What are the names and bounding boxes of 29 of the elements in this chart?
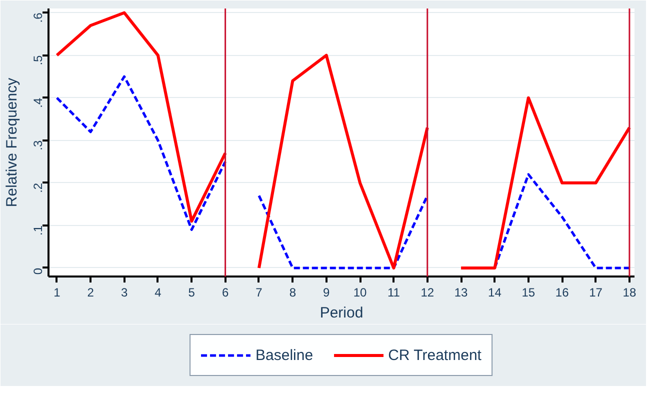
x-tick-label: 8 bbox=[289, 286, 296, 300]
x-tick-label: 7 bbox=[256, 286, 263, 300]
x-tick-label: 6 bbox=[222, 286, 229, 300]
x-tick-label: 14 bbox=[488, 286, 502, 300]
x-tick-label: 2 bbox=[87, 286, 94, 300]
y-axis-title: Relative Frequency bbox=[4, 77, 20, 208]
x-tick-label: 18 bbox=[622, 286, 636, 300]
x-tick-label: 4 bbox=[154, 286, 162, 300]
legend-label: Baseline bbox=[256, 346, 314, 364]
x-tick-label: 11 bbox=[387, 286, 400, 300]
y-tick-label: .3 bbox=[31, 140, 45, 150]
x-tick-label: 17 bbox=[589, 286, 603, 300]
x-tick-label: 13 bbox=[454, 286, 468, 300]
y-tick-label: 0 bbox=[31, 268, 45, 275]
y-tick-label: .5 bbox=[31, 54, 45, 66]
y-tick-label: .6 bbox=[31, 12, 45, 23]
x-tick-label: 10 bbox=[353, 286, 368, 300]
x-tick-label: 3 bbox=[120, 286, 128, 300]
x-axis-title: Period bbox=[320, 304, 364, 322]
x-tick-label: 1 bbox=[54, 286, 61, 300]
x-tick-label: 16 bbox=[555, 286, 570, 300]
x-tick-label: 15 bbox=[522, 286, 536, 300]
y-tick-label: .2 bbox=[31, 182, 45, 193]
x-tick-label: 9 bbox=[323, 286, 330, 300]
y-tick-label: .4 bbox=[31, 98, 45, 108]
x-tick-label: 12 bbox=[420, 286, 434, 300]
y-tick-label: .1 bbox=[31, 225, 45, 236]
x-tick-label: 5 bbox=[188, 286, 196, 300]
legend-label: CR Treatment bbox=[388, 346, 482, 364]
